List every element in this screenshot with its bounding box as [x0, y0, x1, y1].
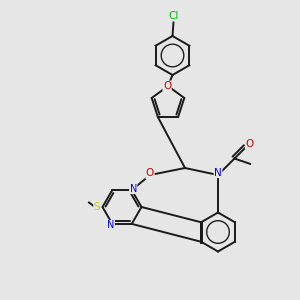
- Text: N: N: [214, 168, 222, 178]
- Text: N: N: [130, 184, 137, 194]
- Text: N: N: [107, 220, 114, 230]
- Text: O: O: [163, 81, 171, 91]
- Text: Cl: Cl: [168, 11, 179, 21]
- Text: O: O: [146, 169, 154, 178]
- Text: O: O: [245, 139, 253, 148]
- Text: S: S: [94, 202, 101, 212]
